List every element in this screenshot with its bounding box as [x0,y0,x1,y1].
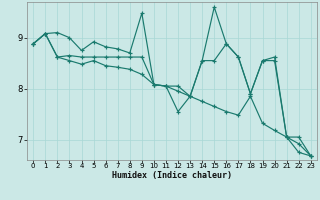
X-axis label: Humidex (Indice chaleur): Humidex (Indice chaleur) [112,171,232,180]
